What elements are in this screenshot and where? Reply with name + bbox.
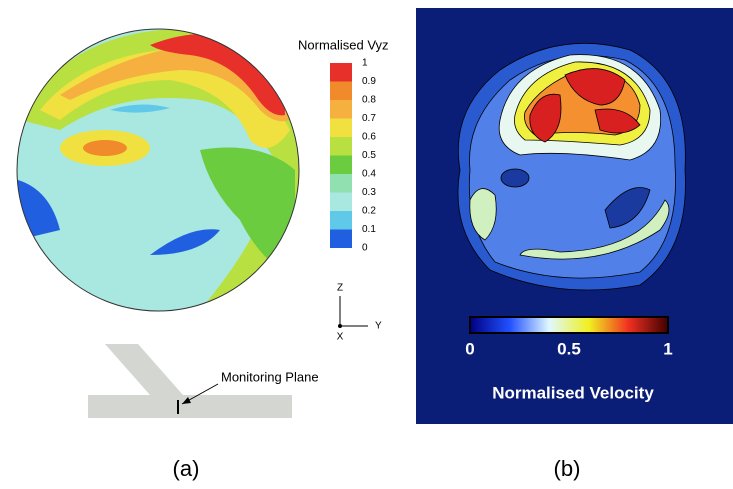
colorbar-tick-label: 0.5 <box>557 339 581 358</box>
velocity-contours <box>457 42 686 291</box>
panel-label: (a) <box>173 456 200 481</box>
colorbar-tick-label: 1 <box>663 339 672 358</box>
colorbar-band <box>330 100 352 119</box>
colorbar-tick-label: 1 <box>362 58 368 69</box>
colorbar-tick-label: 0.7 <box>362 113 376 124</box>
colorbar-band <box>330 192 352 211</box>
colorbar-tick-label: 0.8 <box>362 95 376 106</box>
axis-origin <box>338 324 342 328</box>
annotation: Monitoring Plane <box>221 369 319 384</box>
colorbar-tick-label: 0.4 <box>362 169 376 180</box>
colorbar-tick-label: 0.1 <box>362 224 376 235</box>
colorbar-tick-label: 0.6 <box>362 132 376 143</box>
colorbar-band <box>330 155 352 174</box>
colorbar-band <box>330 63 352 82</box>
colorbar-tick-label: 0.2 <box>362 206 376 217</box>
disc-outline <box>16 28 300 312</box>
colorbar-band <box>330 137 352 156</box>
colorbar-band <box>330 118 352 137</box>
colorbar-tick-label: 0 <box>465 339 474 358</box>
axis-y: Y <box>375 321 382 332</box>
pipe-junction <box>88 344 292 418</box>
colorbar-b-ticks: 0 0.5 1 <box>465 339 672 358</box>
colorbar-tick-label: 0.3 <box>362 187 376 198</box>
colorbar-band <box>330 81 352 100</box>
contour-disc <box>17 29 299 311</box>
colorbar-tick-label: 0.9 <box>362 76 376 87</box>
colorbar-title: Normalised Vyz <box>298 37 389 52</box>
colorbar-band <box>330 229 352 248</box>
axis-x: X <box>337 332 344 343</box>
axis-triad <box>339 296 368 327</box>
arrow-head <box>182 397 191 404</box>
axis-z: Z <box>337 283 343 294</box>
colorbar-a: 1 0.9 0.8 0.7 0.6 0.5 0.4 0.3 0.2 0.1 0 <box>330 58 376 254</box>
colorbar-title: Normalised Velocity <box>492 383 654 402</box>
colorbar-tick-label: 0 <box>362 243 368 254</box>
colorbar-band <box>330 211 352 230</box>
colorbar-tick-label: 0.5 <box>362 150 376 161</box>
panel-label: (b) <box>554 456 581 481</box>
colorbar-band <box>330 174 352 193</box>
colorbar-b <box>469 316 669 334</box>
